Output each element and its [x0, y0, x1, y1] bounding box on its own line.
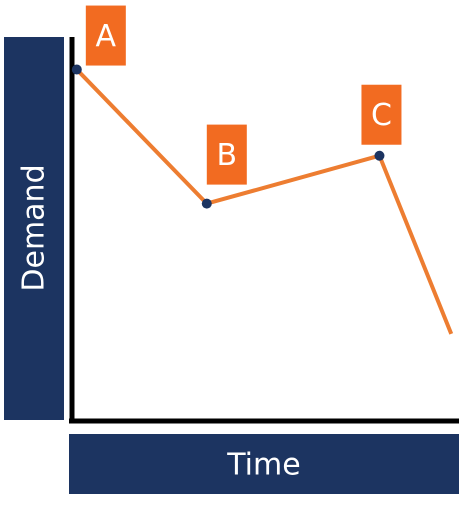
point-label-box: [206, 124, 247, 185]
y-label-box: [4, 37, 64, 420]
point-label: C: [371, 98, 392, 133]
point-label-box: [85, 5, 126, 66]
data-point: [374, 150, 385, 161]
point-label: A: [96, 19, 117, 54]
data-line: [75, 68, 454, 335]
y-axis-label: Demand: [17, 164, 52, 291]
point-label: B: [217, 138, 238, 173]
x-label-box: [69, 434, 459, 494]
data-point: [71, 64, 82, 75]
x-axis-label: Time: [226, 448, 300, 483]
data-point: [201, 198, 212, 209]
point-label-box: [361, 84, 402, 145]
